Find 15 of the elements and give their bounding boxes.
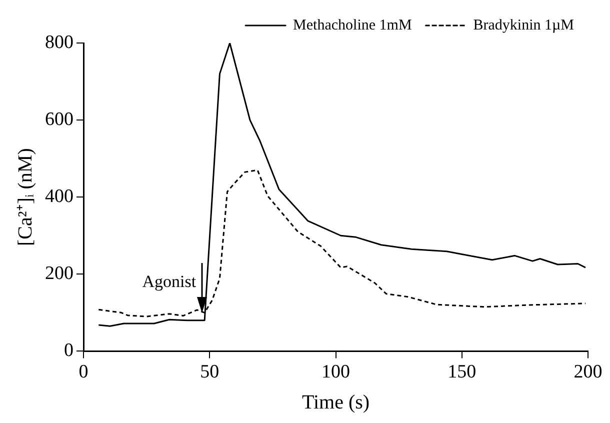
legend-label: Methacholine 1mM	[293, 17, 412, 34]
y-tick-label: 600	[45, 109, 74, 130]
x-tick-label: 150	[448, 362, 476, 383]
x-tick-label: 100	[322, 362, 350, 383]
y-tick-label: 400	[45, 186, 74, 208]
x-axis-title: Time (s)	[302, 391, 370, 414]
x-tick-label: 200	[574, 362, 602, 383]
y-tick-label: 200	[45, 263, 74, 284]
y-axis-title: [Ca²⁺]ᵢ (nM)	[14, 148, 36, 246]
y-tick-label: 0	[64, 340, 74, 362]
annotation: Agonist	[142, 272, 196, 292]
y-tick-label: 800	[45, 32, 74, 53]
x-tick-label: 50	[200, 362, 220, 383]
x-tick-label: 0	[78, 362, 88, 383]
legend-label: Bradykinin 1µM	[473, 17, 574, 34]
